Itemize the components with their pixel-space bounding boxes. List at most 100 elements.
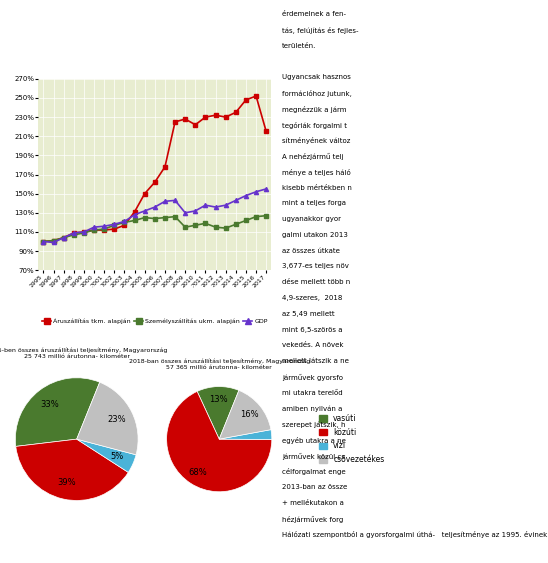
Személyszállítás ukm. alapján — [263, 212, 270, 219]
Wedge shape — [197, 387, 239, 439]
Áruszállítás tkm. alapján — [40, 238, 47, 245]
Text: Ugyancsak hasznos: Ugyancsak hasznos — [282, 74, 351, 81]
Text: Magyarországon 1995-, 2018-ban: Magyarországon 1995-, 2018-ban — [8, 307, 179, 316]
Text: 33%: 33% — [41, 400, 59, 409]
Személyszállítás ukm. alapján — [101, 226, 107, 233]
Text: tegóriák forgalmi t: tegóriák forgalmi t — [282, 122, 347, 128]
Személyszállítás ukm. alapján — [91, 227, 98, 234]
Line: Áruszállítás tkm. alapján: Áruszállítás tkm. alapján — [41, 94, 269, 244]
Személyszállítás ukm. alapján — [182, 224, 189, 230]
Áruszállítás tkm. alapján — [192, 122, 198, 128]
Text: egyéb utakra a ne: egyéb utakra a ne — [282, 437, 346, 444]
Áruszállítás tkm. alapján — [121, 222, 128, 229]
Áruszállítás tkm. alapján — [253, 93, 259, 100]
Személyszállítás ukm. alapján — [232, 221, 239, 227]
Személyszállítás ukm. alapján — [71, 231, 77, 238]
Text: 13. ábra: Áruszállítási teljesítmények módok szerinti megoszlása: 13. ábra: Áruszállítási teljesítmények m… — [8, 283, 340, 294]
Text: 12. ábra: Áru- és személyszállítási teljesítmények és a bruttó: 12. ábra: Áru- és személyszállítási telj… — [8, 6, 321, 17]
Személyszállítás ukm. alapján — [111, 222, 118, 229]
Text: kisebb mértékben n: kisebb mértékben n — [282, 185, 352, 191]
Text: formációhoz jutunk,: formációhoz jutunk, — [282, 90, 352, 97]
Text: ménye a teljes háló: ménye a teljes háló — [282, 169, 351, 176]
GDP — [162, 198, 168, 205]
Áruszállítás tkm. alapján — [141, 190, 148, 197]
Wedge shape — [77, 382, 138, 455]
Text: 3,677-es teljes növ: 3,677-es teljes növ — [282, 263, 349, 270]
Text: 23%: 23% — [107, 415, 125, 424]
Wedge shape — [219, 390, 271, 439]
Áruszállítás tkm. alapján — [71, 230, 77, 236]
Áruszállítás tkm. alapján — [60, 234, 67, 241]
Text: 5%: 5% — [111, 453, 124, 462]
Text: ugyanakkor gyor: ugyanakkor gyor — [282, 216, 341, 222]
Áruszállítás tkm. alapján — [212, 112, 219, 119]
Text: szerepet játszik, h: szerepet játszik, h — [282, 421, 346, 428]
Áruszállítás tkm. alapján — [162, 163, 168, 170]
Legend: vasúti, közúti, vízi, csővezetékes: vasúti, közúti, vízi, csővezetékes — [316, 411, 387, 467]
GDP — [121, 218, 128, 225]
GDP — [132, 211, 138, 218]
Text: mint a teljes forga: mint a teljes forga — [282, 200, 346, 207]
Text: Forrás: KSH adatok alapján saját szerkesztés: Forrás: KSH adatok alapján saját szerkes… — [8, 330, 179, 339]
Text: az 5,49 mellett: az 5,49 mellett — [282, 311, 335, 317]
Text: területén.: területén. — [282, 43, 317, 49]
Title: 2018-ban összes áruszállítási teljesítmény, Magyarország
57 365 millió árutonna-: 2018-ban összes áruszállítási teljesítmé… — [129, 359, 310, 370]
GDP — [263, 185, 270, 192]
Line: GDP: GDP — [41, 187, 269, 244]
GDP — [151, 204, 158, 211]
Text: galmi utakon 2013: galmi utakon 2013 — [282, 232, 348, 238]
Áruszállítás tkm. alapján — [263, 128, 270, 135]
Text: 4,9-szeres,  2018: 4,9-szeres, 2018 — [282, 295, 342, 301]
GDP — [202, 202, 209, 208]
GDP — [243, 192, 249, 199]
Áruszállítás tkm. alapján — [81, 229, 87, 235]
Áruszállítás tkm. alapján — [202, 114, 209, 120]
Wedge shape — [219, 430, 272, 440]
Személyszállítás ukm. alapján — [81, 230, 87, 236]
Személyszállítás ukm. alapján — [212, 224, 219, 230]
Text: Forrás: KSH adatok alapján saját szerkesztés: Forrás: KSH adatok alapján saját szerkes… — [8, 57, 179, 66]
Text: hazai termék (GDP) változása Magyarországon 1995-2017: hazai termék (GDP) változása Magyarorszá… — [8, 30, 304, 39]
Személyszállítás ukm. alapján — [192, 222, 198, 229]
Text: mellett látszik a ne: mellett látszik a ne — [282, 358, 349, 364]
Text: 13%: 13% — [209, 395, 227, 404]
Text: mi utakra terelőd: mi utakra terelőd — [282, 390, 343, 396]
Text: járművek közül cs: járművek közül cs — [282, 453, 345, 460]
Áruszállítás tkm. alapján — [172, 118, 178, 125]
Személyszállítás ukm. alapján — [253, 213, 259, 220]
GDP — [101, 223, 107, 230]
GDP — [81, 229, 87, 235]
GDP — [91, 224, 98, 230]
Text: vekedés. A növek: vekedés. A növek — [282, 342, 344, 348]
Személyszállítás ukm. alapján — [243, 217, 249, 224]
Text: amiben nyilván a: amiben nyilván a — [282, 405, 342, 412]
Text: 16%: 16% — [241, 410, 259, 419]
Áruszállítás tkm. alapján — [151, 179, 158, 186]
Text: célforgalmat enge: célforgalmat enge — [282, 468, 346, 475]
Text: hézjárművek forg: hézjárművek forg — [282, 516, 344, 523]
Text: 39%: 39% — [58, 477, 76, 486]
GDP — [192, 208, 198, 215]
GDP — [111, 221, 118, 227]
Személyszállítás ukm. alapján — [222, 225, 229, 231]
GDP — [60, 234, 67, 241]
Text: érdemelnek a fen-: érdemelnek a fen- — [282, 11, 346, 17]
Text: + mellékutakon a: + mellékutakon a — [282, 500, 344, 506]
Személyszállítás ukm. alapján — [132, 217, 138, 224]
Wedge shape — [16, 439, 128, 501]
GDP — [71, 230, 77, 236]
GDP — [253, 189, 259, 195]
Text: az összes útkate: az összes útkate — [282, 248, 340, 254]
Áruszállítás tkm. alapján — [222, 114, 229, 120]
Text: dése mellett több n: dése mellett több n — [282, 279, 350, 285]
GDP — [50, 239, 57, 246]
GDP — [212, 204, 219, 211]
Text: járművek gyorsfo: járművek gyorsfo — [282, 374, 343, 381]
Text: megnézzük a járm: megnézzük a járm — [282, 106, 347, 113]
GDP — [222, 202, 229, 208]
GDP — [40, 238, 47, 245]
Text: tás, felújítás és fejles-: tás, felújítás és fejles- — [282, 27, 358, 34]
Áruszállítás tkm. alapján — [232, 109, 239, 115]
Line: Személyszállítás ukm. alapján: Személyszállítás ukm. alapján — [41, 213, 269, 244]
Text: sítményének változ: sítményének változ — [282, 137, 351, 144]
